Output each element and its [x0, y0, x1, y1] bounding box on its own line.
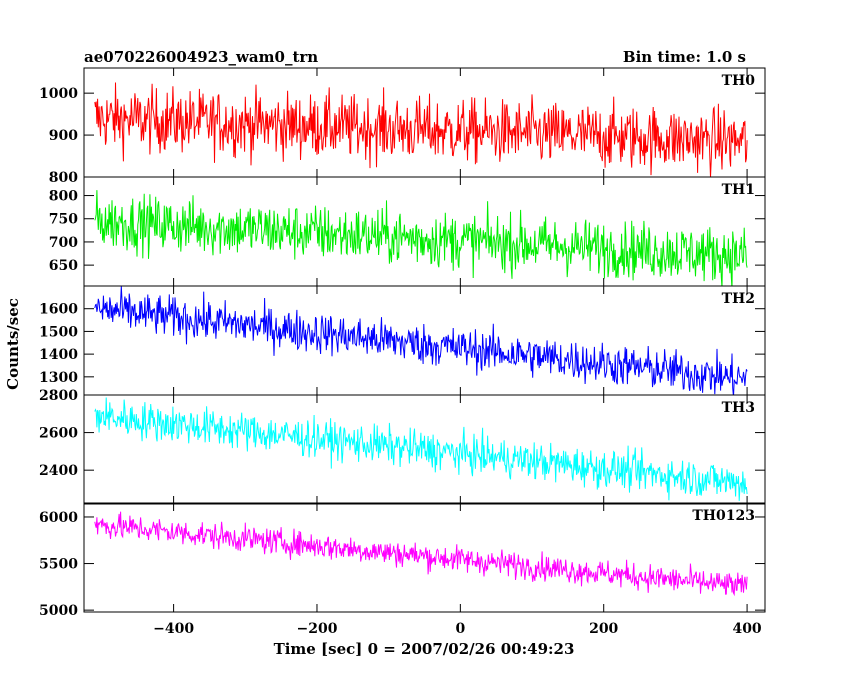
y-tick-label: 650 [49, 258, 78, 274]
panel-th2: 1300 1400 1500 1600 TH2 [39, 285, 766, 396]
y-tick-label: 700 [49, 235, 78, 251]
panel-th1: 650 700 750 800 TH1 [49, 176, 766, 287]
series-line-th0123 [94, 511, 748, 597]
chart-title: ae070226004923_wam0_trn [84, 48, 318, 66]
y-tick-label: 2400 [39, 463, 78, 479]
panels: 800 900 1000 TH0 650 700 750 800 TH1 1300 1400 1500… [39, 67, 766, 637]
panel-label-th3: TH3 [722, 400, 755, 416]
panel-th3: 2400 2600 2800 TH3 [39, 388, 766, 505]
y-tick-label: 1600 [39, 302, 78, 318]
panel-th0: 800 900 1000 TH0 [39, 67, 766, 186]
y-tick-label: 1500 [39, 324, 78, 340]
x-tick-label: 200 [589, 621, 618, 637]
x-tick-label: 400 [732, 621, 761, 637]
bin-time-label: Bin time: 1.0 s [623, 48, 746, 66]
y-tick-label: 900 [49, 128, 78, 144]
series-line-th2 [94, 286, 748, 395]
y-tick-label: 1400 [39, 347, 78, 363]
y-tick-label: 5500 [39, 557, 78, 573]
y-tick-label: 1000 [39, 86, 78, 102]
y-tick-label: 2800 [39, 388, 78, 404]
x-axis-label: Time [sec] 0 = 2007/02/26 00:49:23 [274, 640, 575, 658]
panel-frame [83, 394, 766, 505]
panel-label-th0: TH0 [722, 73, 756, 89]
y-tick-label: 750 [49, 212, 78, 228]
y-tick-label: 2600 [39, 426, 78, 442]
panel-frame [83, 502, 766, 613]
y-axis-label: Counts/sec [4, 298, 22, 390]
panel-label-th1: TH1 [722, 182, 755, 198]
series-line-th1 [94, 190, 748, 286]
y-tick-label: 5000 [39, 603, 78, 619]
x-tick-label: −200 [296, 621, 337, 637]
series-line-th0 [94, 82, 748, 177]
x-tick-label: 0 [455, 621, 465, 637]
y-tick-label: 1300 [39, 370, 78, 386]
series-line-th3 [94, 397, 748, 501]
x-tick-label: −400 [153, 621, 194, 637]
panel-label-th2: TH2 [722, 291, 755, 307]
y-tick-label: 6000 [39, 510, 78, 526]
y-tick-label: 800 [49, 170, 78, 186]
panel-th0123: 5000 5500 6000 TH0123 [39, 502, 766, 619]
y-tick-label: 800 [49, 189, 78, 205]
panel-label-th0123: TH0123 [692, 508, 755, 524]
